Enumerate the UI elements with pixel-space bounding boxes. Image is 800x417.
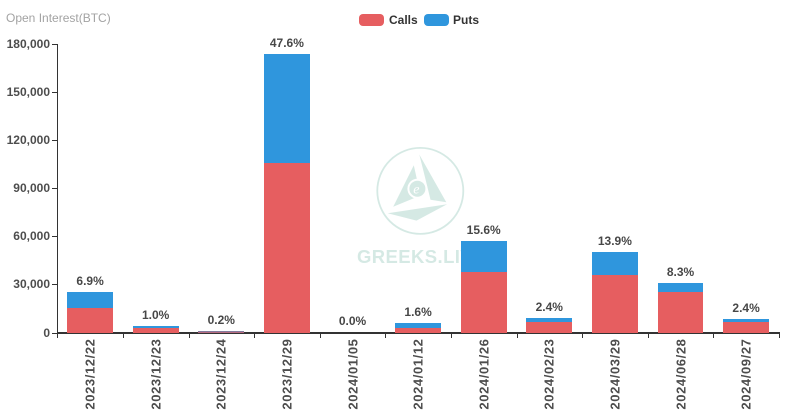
svg-text:GREEKS.LIVE: GREEKS.LIVE	[357, 246, 486, 267]
svg-text:e: e	[413, 183, 419, 198]
